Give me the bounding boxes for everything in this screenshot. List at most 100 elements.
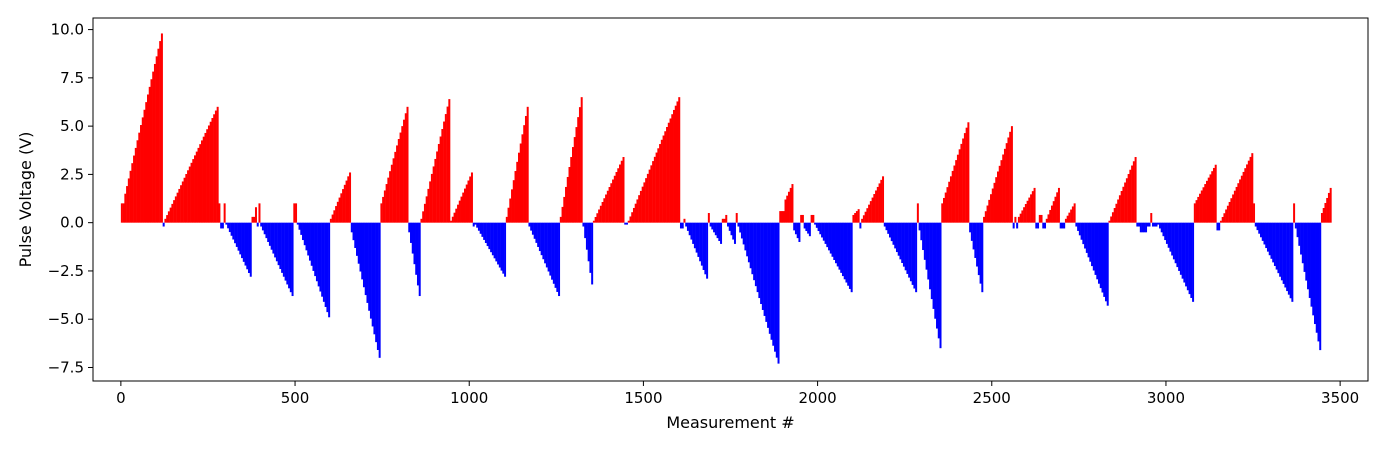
bar [488, 222, 491, 250]
bar [669, 118, 672, 223]
bar [657, 148, 660, 223]
bar [866, 208, 869, 223]
bar [187, 170, 190, 223]
bar [1091, 222, 1094, 267]
bar [145, 102, 148, 223]
bar [202, 136, 205, 223]
y-axis-label: Pulse Voltage (V) [16, 132, 35, 268]
bar [512, 180, 515, 223]
bar [1294, 222, 1297, 229]
bar [1263, 222, 1266, 245]
bar [268, 222, 271, 246]
bar [822, 222, 825, 241]
bar [1324, 202, 1327, 223]
bar [1085, 222, 1088, 253]
bar [477, 222, 480, 231]
bar [1164, 222, 1167, 241]
bar [1322, 208, 1325, 223]
bar [140, 125, 143, 223]
bar [793, 222, 796, 231]
bar [464, 188, 466, 223]
x-axis-label: Measurement # [666, 413, 794, 432]
bar [1300, 222, 1303, 255]
bar [333, 210, 336, 223]
bar [328, 222, 331, 318]
bar [291, 222, 294, 297]
bar [335, 206, 338, 223]
bar [767, 222, 770, 328]
bar [727, 222, 730, 227]
bar [159, 41, 162, 223]
bar [129, 170, 132, 223]
bar [1070, 209, 1073, 223]
bar [720, 222, 723, 244]
bar [126, 186, 129, 223]
bar [194, 155, 197, 223]
bar [1289, 222, 1292, 299]
bar [1066, 215, 1069, 223]
bar [310, 222, 313, 266]
bar [897, 222, 900, 256]
bar [1024, 204, 1027, 223]
bar [929, 222, 932, 290]
bar [1037, 222, 1040, 229]
bar [263, 222, 266, 235]
bar [1099, 222, 1102, 289]
bar [272, 222, 275, 254]
bar [782, 211, 785, 223]
bar [1030, 194, 1033, 223]
bar [479, 222, 482, 234]
bar [382, 196, 385, 223]
bar [582, 222, 585, 227]
bar [312, 222, 315, 271]
bar [993, 182, 996, 223]
bar [559, 216, 562, 223]
bar [1235, 186, 1238, 223]
bar [916, 203, 919, 223]
bar [1202, 187, 1205, 223]
bar [368, 222, 371, 311]
bar [1195, 200, 1198, 223]
bar [667, 122, 670, 223]
bar [873, 194, 876, 223]
bar [308, 222, 311, 261]
bar [556, 222, 559, 292]
y-axis: −7.5 −5.0 −2.5 0.0 2.5 5.0 7.5 10.0 [48, 21, 93, 376]
bar [1204, 184, 1207, 223]
bar [967, 122, 970, 223]
bar [918, 222, 921, 231]
bar [632, 207, 635, 223]
bar [974, 222, 977, 258]
bar [197, 147, 200, 223]
bar [270, 222, 273, 250]
bar [835, 222, 837, 264]
bar [713, 222, 716, 233]
bar [523, 125, 526, 223]
bar [781, 211, 783, 223]
bar [453, 212, 456, 223]
bar [1049, 209, 1052, 223]
bar [349, 172, 352, 223]
bar [838, 222, 841, 270]
bar [772, 222, 775, 346]
bar [1017, 216, 1020, 223]
bar [883, 222, 886, 227]
bar [324, 222, 327, 307]
bar [643, 182, 646, 223]
bar [514, 171, 517, 223]
bar [467, 180, 470, 223]
bar [1155, 222, 1158, 227]
bar [956, 154, 959, 223]
bar [1305, 222, 1308, 281]
bar [288, 222, 291, 289]
bar [432, 166, 435, 223]
bar [138, 132, 141, 223]
bar [894, 222, 897, 249]
bar [446, 106, 449, 223]
bar [659, 144, 662, 223]
bar [1228, 201, 1231, 223]
bar [798, 222, 801, 242]
bar [887, 222, 890, 234]
bar [744, 222, 747, 251]
bar [725, 214, 728, 223]
